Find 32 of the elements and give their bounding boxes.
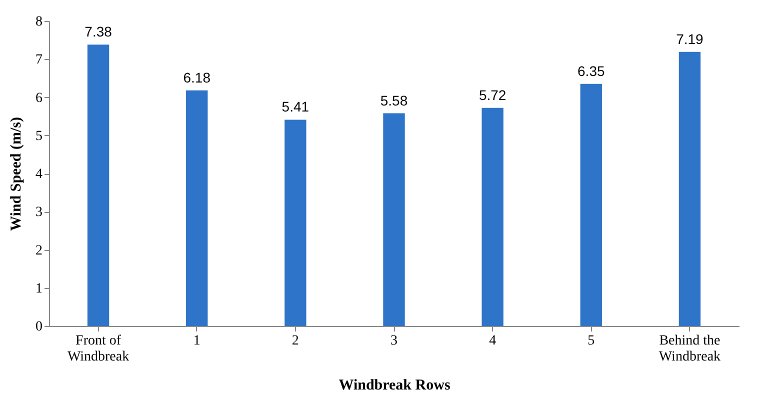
y-tick-label: 0 <box>36 320 42 334</box>
bar <box>284 120 306 326</box>
y-tick-label: 8 <box>36 14 42 30</box>
y-tick-label: 5 <box>36 128 42 144</box>
y-tick-label: 7 <box>36 52 42 68</box>
x-tick-label: Front of Windbreak <box>67 334 130 364</box>
bar <box>87 44 110 326</box>
bar <box>580 84 602 326</box>
y-tick-label: 6 <box>36 90 42 106</box>
data-label: 5.41 <box>282 98 310 115</box>
x-tick-label: 5 <box>588 334 595 348</box>
x-tick-label: 2 <box>292 334 299 348</box>
y-tick-label: 3 <box>36 205 42 220</box>
x-tick-label: Behind the Windbreak <box>658 334 721 364</box>
bar <box>482 108 504 326</box>
bar <box>383 113 405 326</box>
x-axis-title: Windbreak Rows <box>338 378 450 394</box>
data-label: 5.72 <box>478 86 506 103</box>
x-tick-label: 3 <box>390 334 398 348</box>
x-tick-label: 1 <box>193 334 200 348</box>
data-label: 6.35 <box>578 62 605 79</box>
data-label: 6.18 <box>183 69 211 86</box>
y-tick-label: 2 <box>36 243 42 258</box>
bar <box>678 52 701 326</box>
data-label: 5.58 <box>380 92 408 108</box>
y-axis-title: Wind Speed (m/s) <box>8 117 24 231</box>
bar <box>186 90 208 326</box>
y-tick-label: 4 <box>36 167 42 182</box>
y-tick-label: 1 <box>36 281 42 296</box>
data-label: 7.19 <box>676 30 704 47</box>
x-tick-label: 4 <box>489 334 496 348</box>
data-label: 7.38 <box>84 24 112 40</box>
